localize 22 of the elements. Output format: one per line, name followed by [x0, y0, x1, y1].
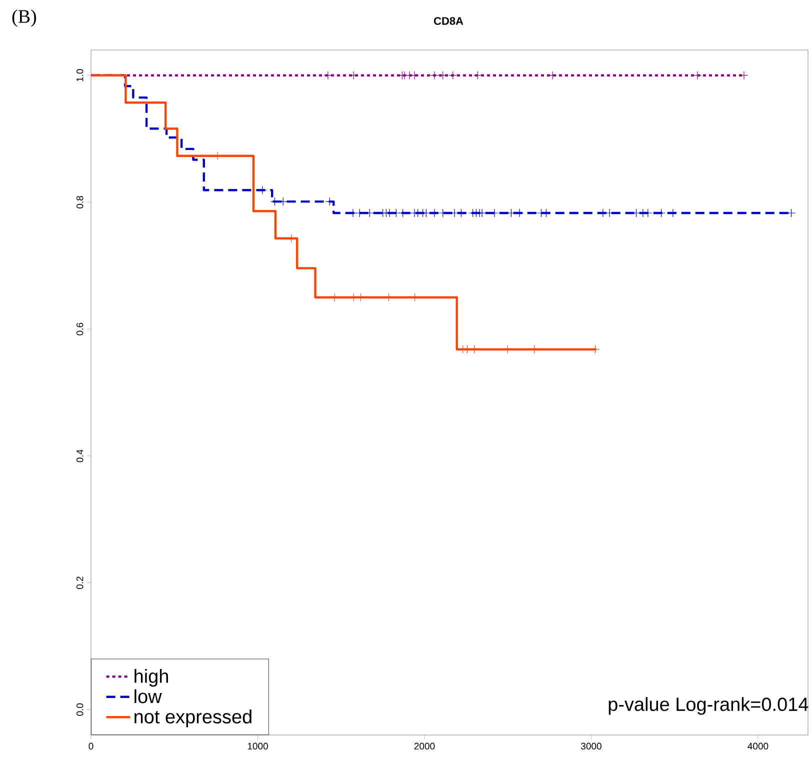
point — [693, 71, 702, 80]
legend-label: low — [134, 689, 162, 704]
point — [473, 71, 482, 80]
point — [448, 71, 458, 80]
point — [787, 208, 796, 218]
text: (B) — [12, 10, 36, 27]
y-tick-label: 0.4 — [76, 450, 84, 462]
chart-title: CD8A — [434, 17, 464, 25]
y-tick-label: 0.2 — [76, 576, 84, 589]
y-tick-label: 0.6 — [76, 322, 84, 336]
x-tick-label: 0 — [88, 742, 94, 750]
legend-label: high — [134, 668, 168, 687]
annotation: p-value Log-rank=0.014 — [608, 697, 808, 715]
y-tick-label: 0.8 — [76, 196, 84, 208]
y-tick-label: 0.0 — [76, 703, 84, 716]
x-tick-label: 2000 — [414, 742, 435, 750]
y-tick-label: 1.0 — [76, 69, 84, 82]
legend-label: not expressed — [134, 710, 252, 728]
x-tick-label: 1000 — [248, 742, 268, 750]
x-tick-label: 3000 — [581, 742, 602, 750]
x-tick-label: 4000 — [748, 742, 768, 750]
point — [430, 71, 439, 80]
